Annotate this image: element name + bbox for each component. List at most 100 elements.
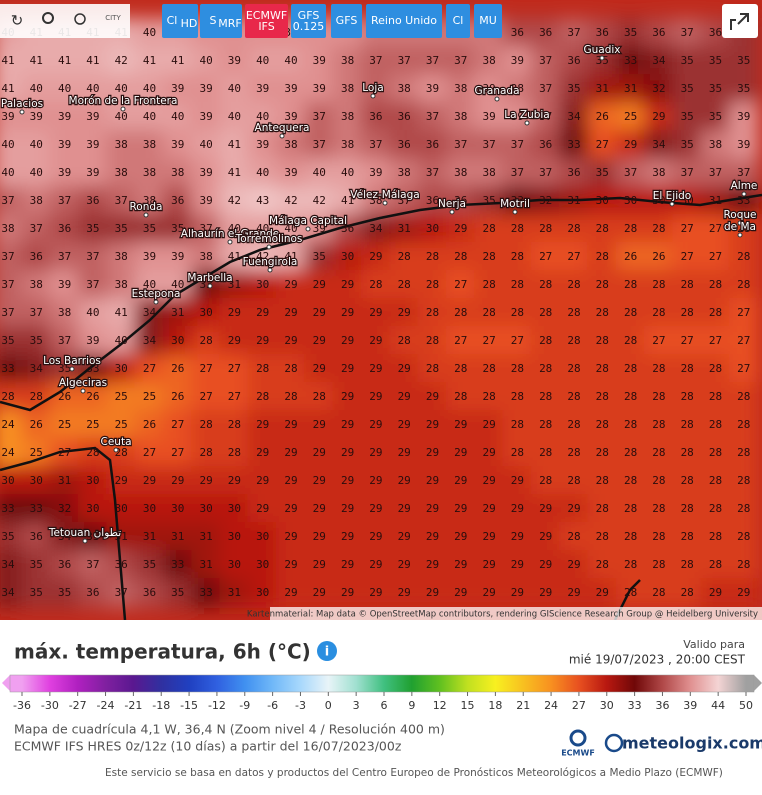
temperature-cell: [445, 242, 476, 272]
temperature-value: 27: [454, 334, 467, 347]
temperature-value: 28: [709, 558, 722, 571]
temperature-cell: [615, 214, 646, 244]
temperature-value: 28: [539, 334, 552, 347]
model-button[interactable]: S MRF: [200, 4, 242, 38]
temperature-value: 41: [1, 82, 14, 95]
temperature-value: 39: [86, 110, 99, 123]
temperature-value: 31: [199, 530, 212, 543]
temperature-value: 40: [256, 54, 269, 67]
temperature-value: 28: [652, 502, 665, 515]
temperature-value: 27: [681, 222, 694, 235]
temperature-cell: [700, 74, 731, 104]
button-bg: [446, 4, 470, 38]
temperature-value: 29: [341, 418, 354, 431]
temperature-value: 33: [567, 138, 580, 151]
model-button[interactable]: MU: [474, 4, 502, 38]
temperature-cell: [700, 438, 731, 468]
temperature-cell: [49, 270, 80, 300]
temperature-value: 28: [652, 586, 665, 599]
temperature-value: 30: [1, 474, 14, 487]
temperature-value: 28: [284, 362, 297, 375]
model-button[interactable]: Cl: [446, 4, 470, 38]
temperature-cell: [360, 494, 391, 524]
zoom-icon[interactable]: [74, 13, 86, 25]
city-toggle[interactable]: CITY: [105, 14, 121, 22]
temperature-cell: [700, 522, 731, 552]
model-button[interactable]: GFS: [331, 4, 362, 38]
temperature-cell: [332, 382, 363, 412]
temperature-cell: [360, 438, 391, 468]
temperature-value: 28: [681, 530, 694, 543]
temperature-value: 28: [596, 446, 609, 459]
temperature-value: 34: [652, 138, 666, 151]
temperature-value: 28: [511, 250, 524, 263]
temperature-value: 38: [454, 82, 467, 95]
temperature-value: 28: [596, 474, 609, 487]
temperature-cell: [304, 438, 335, 468]
temperature-value: 28: [284, 390, 297, 403]
temperature-cell: [559, 18, 589, 48]
temperature-value: 40: [86, 82, 99, 95]
temperature-cell: [247, 466, 278, 496]
temperature-value: 39: [511, 54, 524, 67]
temperature-value: 36: [454, 194, 467, 207]
temperature-value: 35: [482, 194, 495, 207]
temperature-cell: [77, 158, 108, 188]
info-icon[interactable]: [317, 641, 337, 661]
button-label: Cl: [453, 14, 464, 27]
model-button[interactable]: Reino Unido: [366, 4, 442, 38]
temperature-cell: [643, 130, 674, 160]
temperature-value: 29: [313, 278, 326, 291]
temperature-value: 28: [454, 250, 467, 263]
temperature-value: 38: [284, 138, 297, 151]
temperature-value: 28: [709, 474, 722, 487]
temperature-value: 37: [709, 166, 722, 179]
temperature-cell: [587, 326, 618, 356]
temperature-cell: [559, 130, 589, 160]
temperature-value: 27: [228, 362, 241, 375]
temperature-cell: [77, 298, 108, 328]
temperature-cell: [530, 18, 561, 48]
map[interactable]: 40 41 41 41 41 40 40 39 39 39 39 39 39 38 38 38 38 38 36 36…: [0, 0, 762, 620]
temperature-value: 38: [341, 138, 354, 151]
temperature-value: 30: [256, 586, 269, 599]
temperature-value: 28: [652, 446, 665, 459]
locate-icon[interactable]: [42, 12, 54, 24]
temperature-value: 29: [284, 530, 297, 543]
button-label: S: [210, 14, 217, 27]
temperature-cell: [0, 158, 23, 188]
temperature-value: 33: [30, 502, 43, 515]
temperature-value: 27: [143, 362, 156, 375]
temperature-value: 36: [115, 558, 128, 571]
temperature-cell: [0, 130, 23, 160]
temperature-cell: [21, 74, 52, 104]
city-dot: [737, 220, 743, 226]
temperature-value: 29: [313, 446, 326, 459]
temperature-value: 39: [171, 138, 184, 151]
temperature-value: 28: [398, 278, 411, 291]
city-dot: [382, 200, 388, 206]
temperature-cell: [21, 214, 52, 244]
temperature-cell: [389, 326, 420, 356]
temperature-cell: [445, 74, 476, 104]
temperature-value: 28: [313, 390, 326, 403]
temperature-value: 30: [115, 502, 128, 515]
temperature-value: 28: [567, 474, 580, 487]
temperature-value: 36: [341, 222, 354, 235]
temperature-cell: [332, 494, 363, 524]
temperature-value: 28: [624, 558, 637, 571]
reload-icon[interactable]: ↻: [11, 12, 24, 30]
temperature-value: 30: [256, 530, 269, 543]
temperature-value: 28: [624, 586, 637, 599]
temperature-value: 28: [482, 250, 495, 263]
temperature-cell: [134, 102, 165, 132]
temperature-value: 38: [341, 82, 354, 95]
temperature-value: 29: [426, 474, 439, 487]
temperature-value: 28: [737, 418, 750, 431]
temperature-value: 35: [709, 82, 722, 95]
model-button[interactable]: Cl HD: [162, 4, 198, 38]
temperature-cell: [445, 102, 476, 132]
temperature-cell: [77, 214, 108, 244]
